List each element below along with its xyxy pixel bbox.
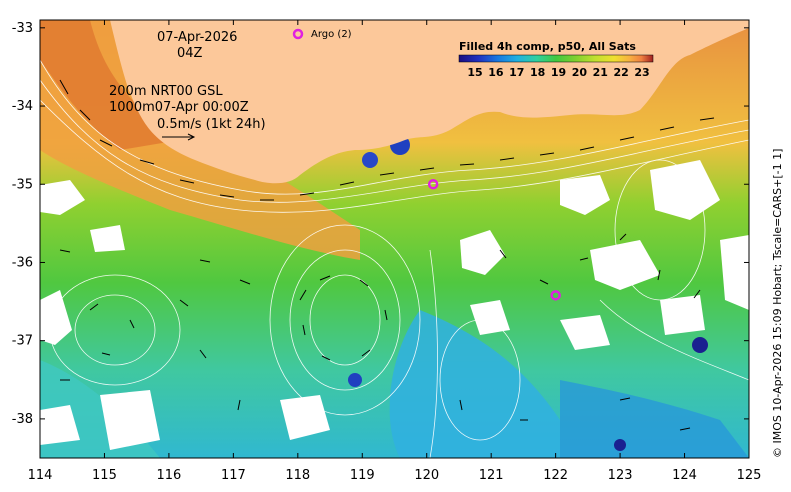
plot-frame <box>39 19 750 459</box>
colorbar-tick-label: 17 <box>509 66 524 79</box>
x-tick-label: 118 <box>285 468 310 483</box>
argo-float-marker[interactable] <box>427 179 439 190</box>
x-tick-label: 124 <box>672 468 697 483</box>
hour-label: 04Z <box>177 46 203 61</box>
y-tick-label: -37 <box>12 334 33 349</box>
colorbar-tick-label: 18 <box>530 66 545 79</box>
date-label: 07-Apr-2026 <box>157 30 237 45</box>
x-tick-label: 116 <box>156 468 181 483</box>
x-tick-label: 125 <box>737 468 762 483</box>
legend-title: Filled 4h comp, p50, All Sats <box>459 40 636 53</box>
x-tick-label: 121 <box>479 468 504 483</box>
x-tick-label: 119 <box>350 468 375 483</box>
x-tick-label: 117 <box>221 468 246 483</box>
argo-legend-icon <box>292 28 304 40</box>
colorbar <box>458 54 654 63</box>
depth-label-1000: 1000m07-Apr 00:00Z <box>109 100 249 115</box>
colorbar-tick-label: 21 <box>593 66 608 79</box>
colorbar-ticks: 15 16 17 18 19 20 21 22 23 <box>467 66 649 79</box>
x-tick-label: 123 <box>608 468 633 483</box>
argo-legend-label: Argo (2) <box>311 29 352 40</box>
colorbar-tick-label: 22 <box>613 66 628 79</box>
velocity-scale-arrow <box>162 133 196 141</box>
y-tick-label: -34 <box>12 99 33 114</box>
y-tick-label: -35 <box>12 177 33 192</box>
velocity-scale-label: 0.5m/s (1kt 24h) <box>157 117 266 132</box>
colorbar-tick-label: 23 <box>634 66 649 79</box>
colorbar-tick-label: 19 <box>551 66 566 79</box>
y-tick-label: -36 <box>12 255 33 270</box>
colorbar-tick-label: 20 <box>572 66 588 79</box>
current-vectors <box>59 79 715 431</box>
colorbar-tick-label: 15 <box>467 66 482 79</box>
x-tick-label: 120 <box>414 468 439 483</box>
argo-float-marker[interactable] <box>550 290 561 301</box>
sst-field <box>40 20 749 458</box>
x-tick-label: 115 <box>92 468 117 483</box>
y-tick-label: -33 <box>12 21 33 36</box>
x-axis: 114 115 116 117 118 119 120 121 122 123 124 125 <box>28 20 762 483</box>
contour-lines <box>40 59 749 458</box>
colorbar-tick-label: 16 <box>488 66 504 79</box>
x-tick-label: 122 <box>543 468 568 483</box>
depth-label-200: 200m NRT00 GSL <box>109 84 223 99</box>
y-axis: -33 -34 -35 -36 -37 -38 <box>12 21 749 427</box>
y-tick-label: -38 <box>12 412 33 427</box>
x-tick-label: 114 <box>28 468 53 483</box>
credit-text: © IMOS 10-Apr-2026 15:09 Hobart; Tscale=… <box>771 149 784 458</box>
